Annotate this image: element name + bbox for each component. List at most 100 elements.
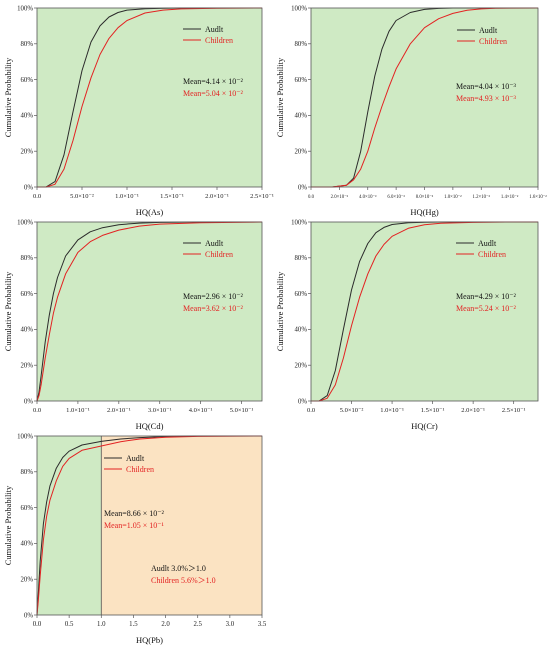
x-axis-label: HQ(Cr) [411,421,438,431]
x-tick-label: 2.0×10⁻¹ [107,407,131,414]
y-tick-label: 100% [291,5,307,12]
y-tick-label: 0% [24,612,33,619]
legend-label-children: Children [205,250,233,259]
y-tick-label: 40% [295,327,308,334]
x-tick-label: 1.0 [97,621,106,628]
x-tick-label: 0.0 [33,621,42,628]
mean-annotation-children: Mean=3.62 × 10⁻² [183,304,243,313]
series-line-children [311,221,538,402]
y-tick-label: 60% [295,77,308,84]
y-tick-label: 100% [17,219,33,226]
y-tick-label: 100% [17,433,33,440]
y-tick-label: 40% [21,541,34,548]
mean-annotation-children: Mean=5.24 × 10⁻² [456,304,516,313]
mean-annotation-adult: Mean=2.96 × 10⁻² [183,292,243,301]
x-tick-label: 2.5 [193,621,202,628]
x-tick-label: 1.0×10⁻¹ [115,193,139,200]
x-tick-label: 5.0×10⁻¹ [230,407,254,414]
plot-frame [310,221,539,402]
y-tick-label: 60% [21,77,34,84]
y-tick-label: 80% [21,469,34,476]
y-tick-label: 100% [291,219,307,226]
y-tick-label: 100% [17,5,33,12]
safe-region [37,436,102,615]
legend-label-children: Children [478,250,506,259]
plot-frame [36,221,263,402]
y-tick-label: 20% [21,149,34,156]
y-tick-label: 60% [21,291,34,298]
x-tick-label: 2.0×10⁻³ [331,194,349,200]
mean-annotation-adult: Mean=4.04 × 10⁻³ [456,82,516,91]
legend-label-adult: Audlt [205,239,224,248]
legend-label-children: Children [479,37,507,46]
chart-as: 0% 20% 40% 60% 80% 100% 0.0 5.0×10⁻² 1.0×10⁻¹ 1.5… [3,5,274,217]
x-tick-label: 1.6×10⁻² [529,194,547,200]
y-tick-label: 40% [21,327,34,334]
plot-frame [36,7,263,188]
mean-annotation-adult: Mean=8.66 × 10⁻² [104,509,164,518]
mean-annotation-children: Mean=5.04 × 10⁻² [183,89,243,98]
x-tick-label: 1.4×10⁻² [501,194,519,200]
x-tick-label: 5.0×10⁻² [70,193,94,200]
x-tick-label: 2.0×10⁻¹ [205,193,229,200]
x-tick-label: 0.0 [33,407,41,414]
x-tick-label: 0.0 [308,195,315,200]
legend-label-children: Children [126,465,154,474]
x-axis-label: HQ(Pb) [136,635,163,645]
plot-frame [36,435,263,616]
exceedance-annotation-adult: Audlt 3.0%＞1.0 [151,564,206,573]
risk-region [101,436,263,615]
series-line-adult [36,435,262,616]
x-tick-label: 2.5×10⁻¹ [502,407,526,414]
plot-background [37,222,262,401]
x-tick-label: 1.0×10⁻¹ [66,407,90,414]
legend-label-adult: Audlt [479,26,498,35]
y-axis-label: Cumulative Probability [3,271,13,351]
x-tick-label: 3.0 [226,621,235,628]
y-tick-label: 80% [21,41,34,48]
exceedance-annotation-children: Children 5.6%＞1.0 [151,576,216,585]
y-tick-label: 0% [298,398,307,405]
x-tick-label: 1.0×10⁻¹ [380,407,404,414]
x-tick-label: 2.5×10⁻¹ [250,193,274,200]
chart-pb: 0% 20% 40% 60% 80% 100% 0.0 0.5 1.0 1.5 2.0 2.5 3.0 3… [3,433,267,645]
mean-annotation-adult: Mean=4.14 × 10⁻² [183,77,243,86]
y-tick-label: 20% [295,149,308,156]
y-tick-label: 80% [21,255,34,262]
plot-background [311,222,538,401]
y-tick-label: 40% [295,113,308,120]
y-tick-label: 20% [295,363,308,370]
y-tick-label: 0% [298,184,307,191]
x-tick-label: 1.5 [129,621,138,628]
x-tick-label: 0.5 [65,621,74,628]
series-line-children [37,7,263,188]
mean-annotation-adult: Mean=4.29 × 10⁻² [456,292,516,301]
series-line-adult [36,221,262,402]
plot-background [311,8,538,187]
y-tick-label: 20% [21,577,34,584]
y-tick-label: 20% [21,363,34,370]
y-tick-label: 0% [24,398,33,405]
mean-annotation-children: Mean=1.05 × 10⁻¹ [104,521,164,530]
x-tick-label: 1.5×10⁻¹ [421,407,445,414]
x-tick-label: 8.0×10⁻³ [416,194,434,200]
y-axis-label: Cumulative Probability [3,485,13,565]
x-tick-label: 0.0 [33,193,41,200]
legend-label-adult: Audlt [126,454,145,463]
x-axis-label: HQ(Cd) [136,421,164,431]
legend-label-adult: Audlt [478,239,497,248]
y-axis-label: Cumulative Probability [275,57,285,137]
x-tick-label: 3.0×10⁻¹ [148,407,172,414]
series-line-children [36,221,263,402]
chart-cr: 0% 20% 40% 60% 80% 100% 0.0 5.0×10⁻² 1.0×10⁻¹ 1.5… [275,219,539,431]
x-axis-label: HQ(As) [136,207,164,217]
y-tick-label: 60% [295,291,308,298]
x-tick-label: 1.2×10⁻² [473,194,491,200]
x-tick-label: 4.0×10⁻¹ [189,407,213,414]
mean-annotation-children: Mean=4.93 × 10⁻³ [456,94,516,103]
y-tick-label: 80% [295,41,308,48]
y-tick-label: 80% [295,255,308,262]
x-tick-label: 3.5 [258,621,267,628]
y-axis-label: Cumulative Probability [3,57,13,137]
